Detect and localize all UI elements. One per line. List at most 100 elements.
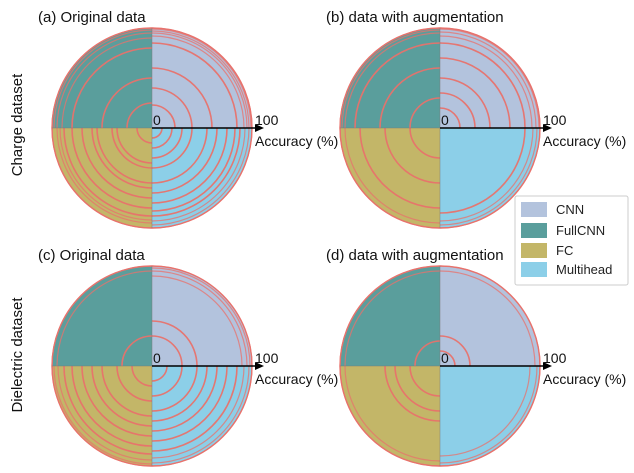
wedge-fullcnn [340,28,440,128]
ring-fc [63,365,153,455]
ring-fc [91,365,153,427]
ring-fc [359,127,441,209]
ring-cnn [439,77,491,129]
ring-cnn [439,107,461,129]
legend-label-fullcnn: FullCNN [556,223,605,238]
accuracy-axis-arrow [255,124,264,132]
ring-cnn [151,270,248,367]
axis-zero-label: 0 [441,112,449,128]
ring-fc [409,127,441,159]
ring-fc [131,365,153,387]
ring-fc [56,127,153,224]
ring-multihead [151,365,245,459]
row-label-charge: Charge dataset [9,73,26,176]
ring-fullcnn [126,102,153,129]
wedge-cnn [152,28,252,128]
ring-multihead [151,365,228,442]
ring-fullcnn [409,97,441,129]
ring-multihead [151,127,163,139]
ring-fc [116,365,153,402]
ring-fc [96,127,153,184]
ring-multihead [439,127,526,214]
panel-title: (b) data with augmentation [326,9,504,26]
ring-cnn [151,275,243,367]
ring-fullcnn [344,32,441,129]
ring-cnn [439,350,456,367]
ring-fc [111,127,153,169]
ring-multihead [151,127,193,169]
ring-fc [384,365,441,422]
accuracy-axis-arrow [543,124,552,132]
ring-multihead [151,365,198,412]
ring-fullcnn [341,29,441,129]
wedge-cnn [152,266,252,366]
ring-fullcnn [121,335,153,367]
legend-item-multihead: Multihead [521,262,612,277]
axis-max-label: 100 [255,350,279,366]
ring-fullcnn [61,37,153,129]
legend: CNN FullCNN FC Multihead [514,195,629,286]
polar-chart-2: (b) data with augmentation 0 100 Accuracy (… [326,9,626,229]
ring-fullcnn [354,42,441,129]
ring-multihead [151,127,173,149]
ring-cnn [151,35,245,129]
legend-swatch-multihead [521,262,547,277]
ring-multihead [151,127,208,184]
row-label-dielectric: Dielectric dataset [9,297,26,413]
ring-cnn [151,67,213,129]
ring-multihead [439,127,538,226]
ring-multihead [151,127,241,217]
legend-item-fc: FC [521,243,573,258]
ring-fc [71,127,153,209]
ring-fullcnn [101,77,153,129]
legend-swatch-cnn [521,202,547,217]
wedge-multihead [440,128,540,228]
axis-title: Accuracy (%) [543,133,626,149]
ring-fc [59,127,153,221]
ring-fc [384,127,441,184]
ring-multihead [151,127,250,226]
axis-zero-label: 0 [441,350,449,366]
ring-fullcnn [414,340,441,367]
ring-fc [136,127,153,144]
axis-title: Accuracy (%) [255,371,338,387]
wedge-multihead [152,128,252,228]
legend-item-fullcnn: FullCNN [521,223,605,238]
ring-cnn [151,320,198,367]
panel-title: (d) data with augmentation [326,247,504,264]
ring-multihead [151,127,228,204]
ring-multihead [439,127,534,222]
ring-cnn [439,57,511,129]
ring-fc [344,365,441,462]
panel-title: (a) Original data [38,9,146,26]
ring-multihead [151,365,168,382]
ring-cnn [439,42,526,129]
ring-fc [81,365,153,437]
axis-zero-label: 0 [153,112,161,128]
ring-fc [53,365,153,465]
ring-fc [57,365,153,461]
wedge-fullcnn [52,28,152,128]
ring-cnn [151,42,238,129]
ring-cnn [151,32,248,129]
charts: (a) Original data 0 100 Accuracy (%) (b) dat… [38,9,626,467]
ring-multihead [151,127,236,212]
ring-cnn [151,87,193,129]
ring-cnn [439,92,476,129]
polar-chart-4: (d) data with augmentation 0 100 Accuracy (… [326,247,626,467]
ring-fc [344,127,441,224]
ring-cnn [439,270,536,367]
legend-item-cnn: CNN [521,202,584,217]
wedge-multihead [152,366,252,466]
ring-fullcnn [344,270,441,367]
ring-multihead [151,365,183,397]
axis-title: Accuracy (%) [543,371,626,387]
accuracy-axis-arrow [543,362,552,370]
ring-fullcnn [379,67,441,129]
ring-cnn [439,28,540,129]
wedge-fullcnn [52,266,152,366]
ring-multihead [151,365,208,422]
ring-fullcnn [56,32,153,129]
ring-multihead [439,365,531,457]
